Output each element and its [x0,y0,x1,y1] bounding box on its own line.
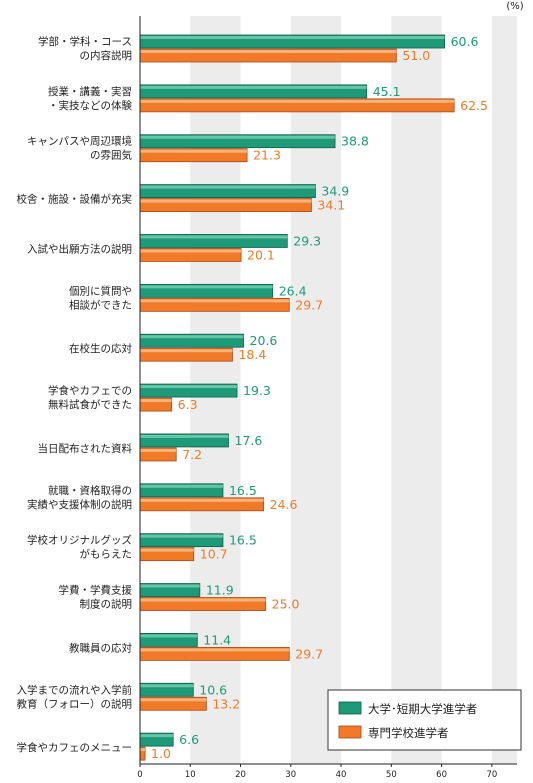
category-label: キャンパスや周辺環境の雰囲気 [27,135,132,162]
category-label: 当日配布された資料 [38,442,133,455]
value-label-university: 16.5 [229,483,257,498]
bar-highlight [140,448,177,452]
legend-box [327,689,522,751]
bar-highlight [140,299,290,303]
value-label-vocational: 1.0 [151,746,171,761]
bar-highlight [140,50,397,53]
value-label-vocational: 25.0 [272,597,300,612]
bar-highlight [140,135,336,139]
category-label: 学食やカフェのメニュー [17,741,133,754]
bar-highlight [140,698,207,702]
bar-highlight [140,684,194,688]
value-label-university: 17.6 [234,433,262,448]
category-label: 入学までの流れや入学前教育（フォロー）の説明 [17,683,133,710]
value-label-university: 60.6 [451,34,479,49]
value-label-university: 26.4 [279,283,307,298]
x-tick-label: 50 [386,770,397,780]
grid-band [391,16,442,764]
bar-highlight [140,349,233,353]
bar-highlight [140,548,194,552]
bar-highlight [140,249,242,253]
x-tick-label: 0 [137,770,142,780]
x-tick-label: 10 [185,770,196,780]
legend-swatch-vocational [338,725,362,739]
value-label-university: 16.5 [229,533,257,548]
grid-band [491,16,517,764]
value-label-vocational: 6.3 [178,397,198,412]
bar-highlight [140,85,367,89]
value-label-vocational: 51.0 [402,48,430,63]
value-label-vocational: 18.4 [238,347,266,362]
bar-highlight [140,634,198,638]
category-label: 学費・学費支援制度の説明 [59,584,133,611]
bar-highlight [140,285,273,289]
value-label-vocational: 20.1 [247,247,275,262]
bar-highlight [140,36,445,39]
bar-highlight [140,149,248,153]
bar-highlight [140,185,316,189]
value-label-vocational: 7.2 [182,447,202,462]
category-label: 就職・資格取得の実績や支援体制の説明 [27,484,132,511]
value-label-vocational: 10.7 [200,547,228,562]
value-label-university: 19.3 [243,383,271,398]
x-tick-label: 70 [486,770,497,780]
category-label: 入試や出願方法の説明 [27,242,132,255]
value-label-vocational: 24.6 [270,497,298,512]
bar-highlight [140,498,264,502]
value-label-vocational: 29.7 [295,646,323,661]
category-label: 教職員の応対 [69,641,132,654]
x-tick-label: 60 [436,770,447,780]
bar-highlight [140,434,229,438]
value-label-university: 38.8 [341,134,369,149]
category-label: 個別に質問や相談ができた [69,284,132,311]
category-label: 校舎・施設・設備が充実 [17,193,133,206]
value-label-vocational: 34.1 [317,198,345,213]
value-label-university: 11.9 [206,583,234,598]
value-label-university: 10.6 [199,682,227,697]
value-label-university: 11.4 [203,632,231,647]
value-label-university: 45.1 [373,84,401,99]
bar-highlight [140,399,172,403]
x-tick-label: 40 [336,770,347,780]
x-tick-label: 30 [285,770,296,780]
legend-label-university: 大学･短期大学進学者 [368,702,477,716]
bar-highlight [140,748,146,752]
bar-highlight [140,648,290,652]
bar-highlight [140,584,200,588]
value-label-vocational: 62.5 [460,98,488,113]
x-tick-label: 20 [235,770,246,780]
legend-swatch-university [338,701,362,715]
legend-label-vocational: 専門学校進学者 [368,726,449,740]
bar-highlight [140,734,174,738]
value-label-university: 34.9 [321,184,349,199]
category-label: 授業・講義・実習・実技などの体験 [48,85,132,112]
value-label-vocational: 29.7 [295,297,323,312]
bar-highlight [140,199,312,203]
bar-highlight [140,99,455,103]
bar-highlight [140,534,223,538]
value-label-vocational: 13.2 [212,696,240,711]
category-label: 在校生の応対 [69,342,132,355]
bar-highlight [140,598,266,602]
value-label-vocational: 21.3 [253,148,281,163]
bar-highlight [140,235,288,239]
value-label-university: 29.3 [293,233,321,248]
bar-highlight [140,335,244,339]
category-label: 学校オリジナルグッズがもらえた [27,534,132,561]
unit-label: (%) [506,1,523,12]
bar-highlight [140,385,238,389]
value-label-university: 6.6 [179,732,199,747]
value-label-university: 20.6 [250,333,278,348]
category-label: 学部・学科・コースの内容説明 [38,35,132,62]
bar-highlight [140,484,223,488]
category-label: 学食やカフェでの無料試食ができた [48,384,132,411]
